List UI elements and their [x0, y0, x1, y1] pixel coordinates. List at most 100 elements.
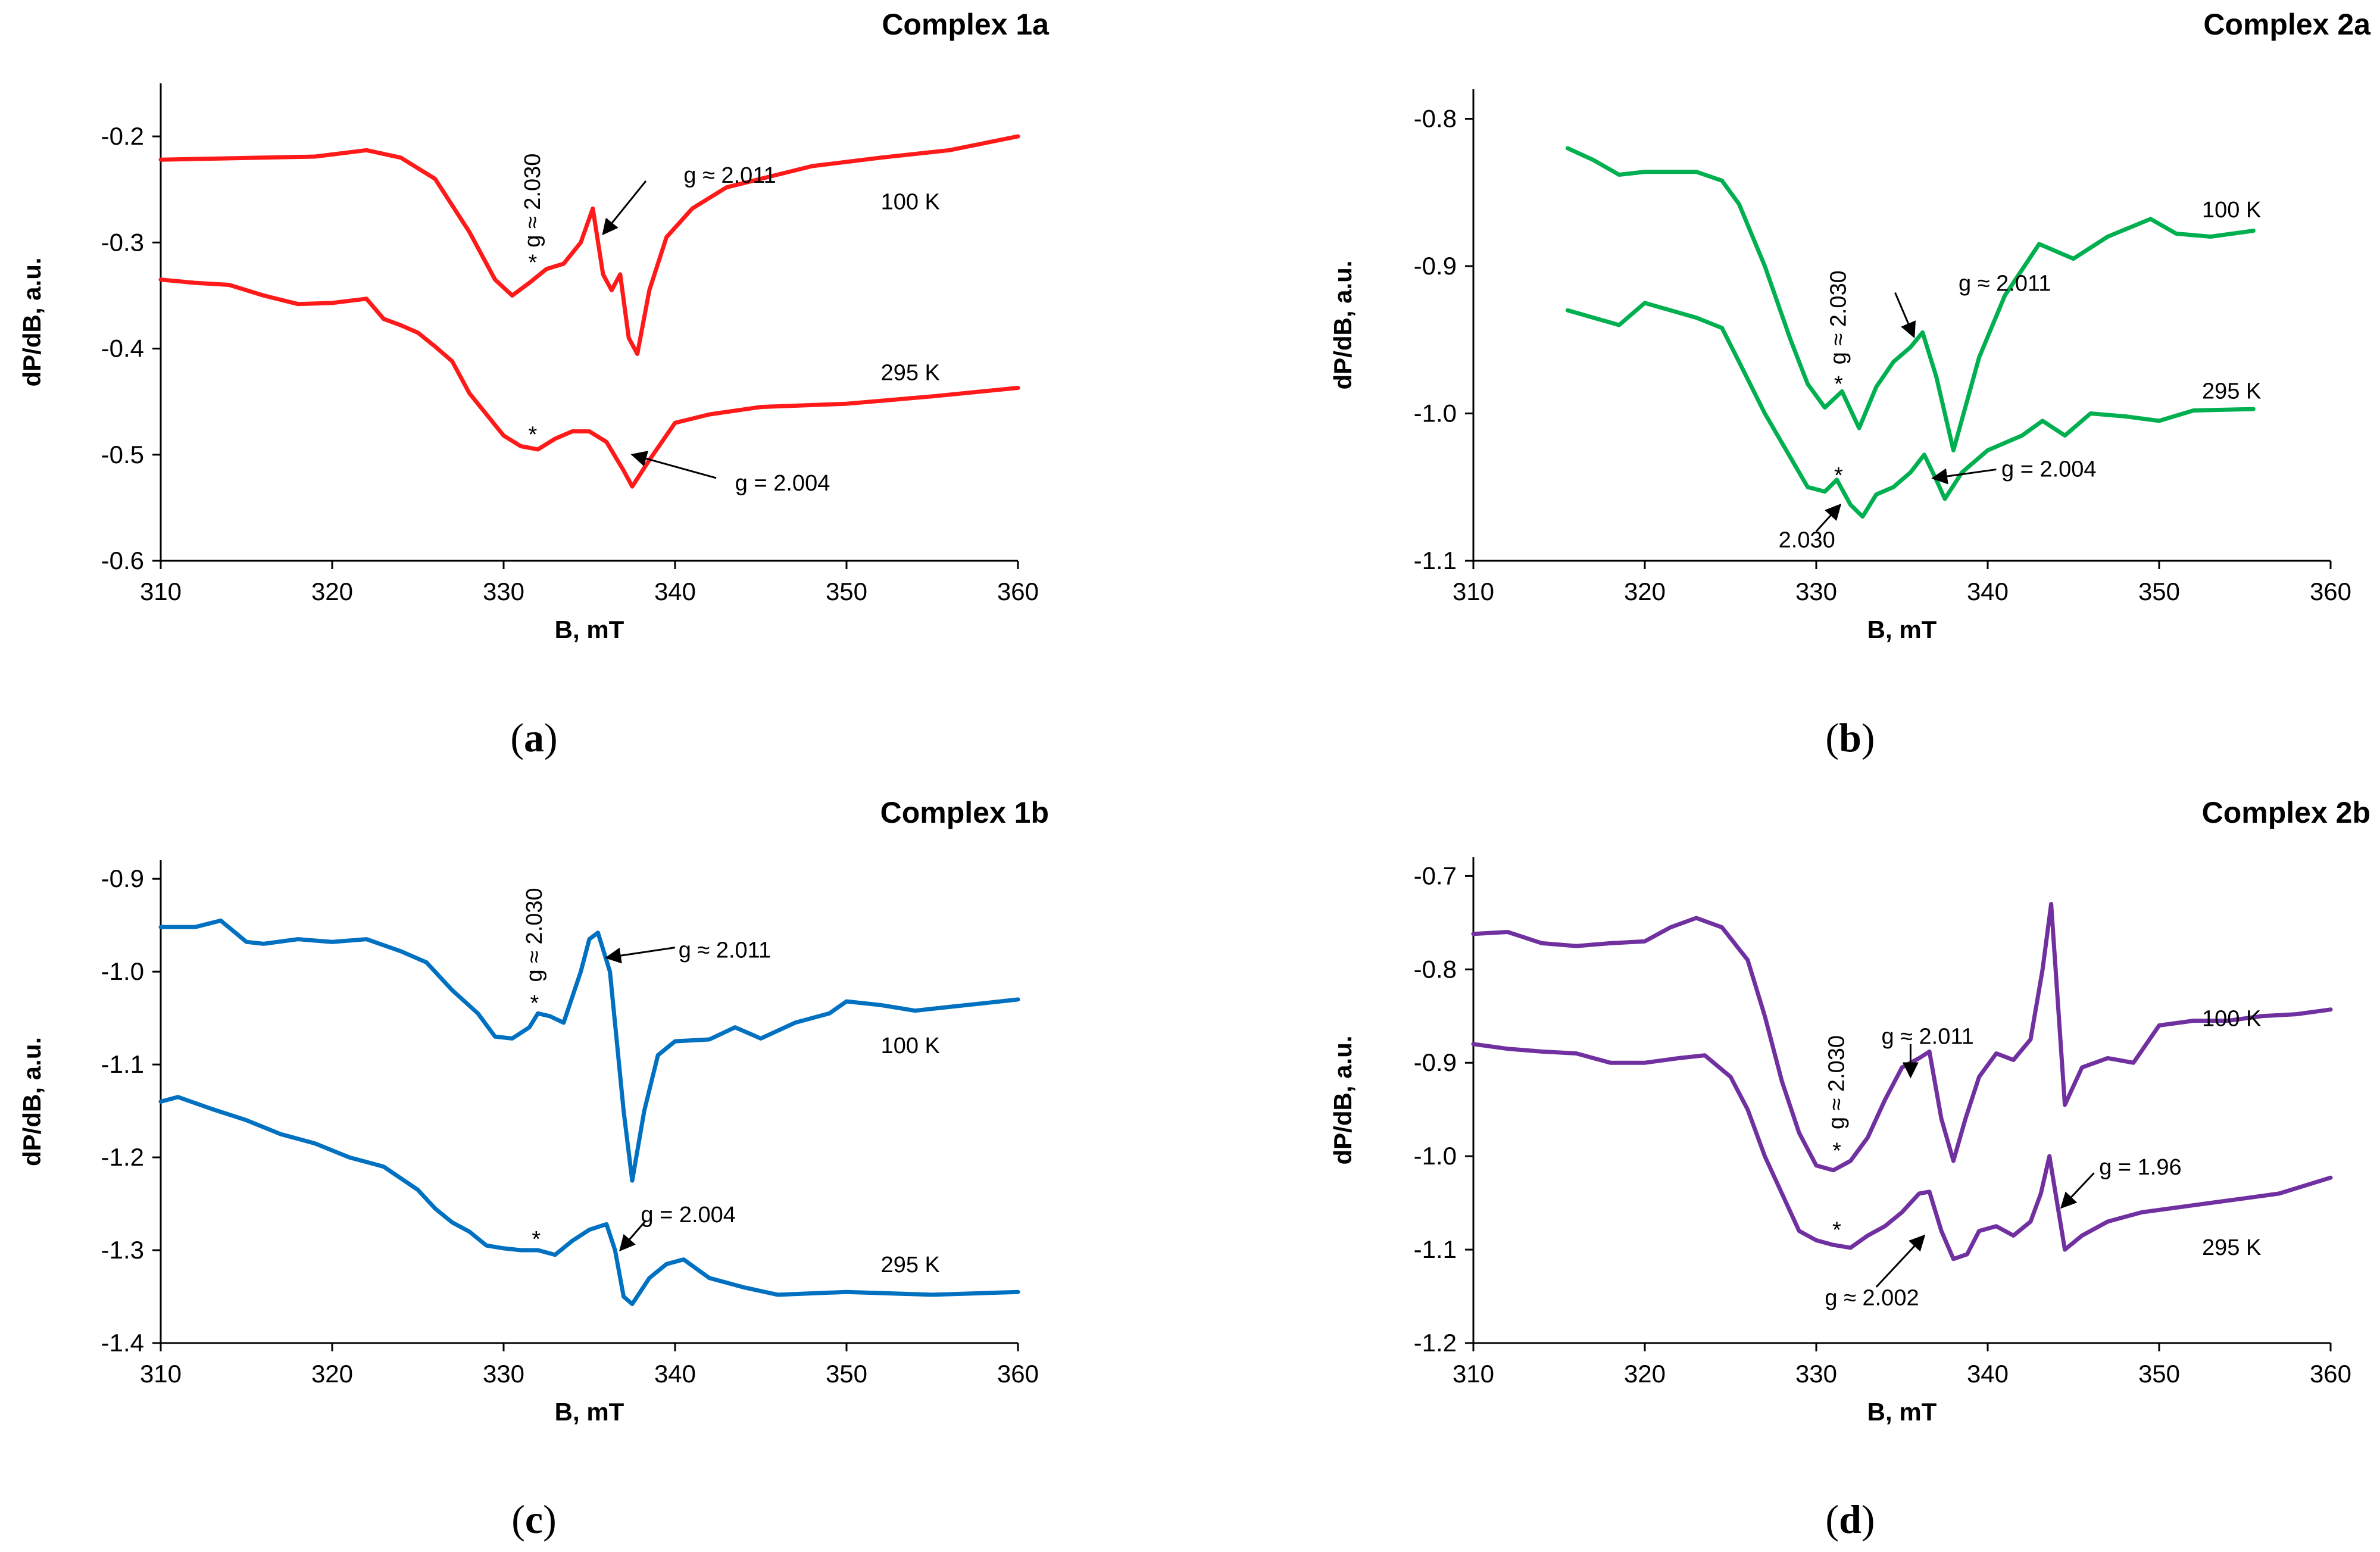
x-tick-label: 340: [1967, 1360, 2009, 1388]
x-tick-label: 360: [997, 577, 1039, 605]
series-line-100k: [1565, 146, 2256, 452]
annotation-label: 2.030: [1779, 527, 1835, 552]
subfigure-caption: (b): [1825, 715, 1875, 760]
y-tick-label: -0.4: [101, 335, 144, 363]
y-tick-label: -1.4: [101, 1329, 144, 1357]
annotation-label: 295 K: [881, 1253, 940, 1278]
y-tick-label: -0.7: [1414, 861, 1457, 889]
series-line-295k: [158, 277, 1020, 489]
annotation-arrow: [2060, 1172, 2095, 1209]
series-line-100k: [158, 134, 1020, 356]
annotation-label: 295 K: [881, 361, 940, 386]
annotation-label: g ≈ 2.011: [1881, 1024, 1973, 1049]
panel-b: Complex 2a -1.1 -1.0 -0.9 -0.8 310 320 330 340 35…: [1329, 8, 2371, 760]
x-tick-label: 330: [1795, 1360, 1837, 1388]
annotation-marker: *: [1834, 463, 1843, 488]
x-tick-label: 310: [1453, 577, 1494, 605]
y-tick-label: -1.0: [101, 957, 144, 985]
series-line-100k: [158, 918, 1020, 1183]
y-axis-title: dP/dB, a.u.: [1329, 260, 1357, 389]
series-line-295k: [158, 1095, 1020, 1306]
annotation-label: g ≈ 2.030: [520, 154, 545, 248]
x-tick-label: 350: [2138, 577, 2180, 605]
annotation-label: g ≈ 2.011: [1959, 271, 2051, 296]
annotation-label: 100 K: [2202, 198, 2261, 223]
x-axis-title: B, mT: [1867, 616, 1937, 644]
annotation-arrow: [630, 451, 717, 479]
x-tick-label: 310: [140, 1360, 182, 1388]
series-line-295k: [1471, 1042, 2333, 1261]
annotation-marker: *: [1834, 371, 1843, 396]
y-axis-title: dP/dB, a.u.: [18, 257, 46, 386]
annotation-label: 295 K: [2202, 1235, 2261, 1260]
annotation-label: 100 K: [2202, 1006, 2261, 1031]
y-tick-label: -0.6: [101, 547, 144, 574]
x-axis-title: B, mT: [1867, 1398, 1937, 1426]
subfigure-caption: (d): [1825, 1497, 1875, 1542]
x-tick-label: 320: [1624, 1360, 1666, 1388]
x-tick-label: 340: [1967, 577, 2009, 605]
x-tick-label: 340: [654, 1360, 696, 1388]
x-tick-label: 330: [1795, 577, 1837, 605]
annotation-label: g ≈ 2.011: [679, 938, 771, 963]
panel-a: Complex 1a -0.6 -0.5 -0.4 -0.3 -0.2 310 320 330 3…: [18, 8, 1050, 760]
annotation-marker: *: [1832, 1138, 1841, 1163]
y-axis-title: dP/dB, a.u.: [1329, 1035, 1357, 1164]
panel-c: Complex 1b -1.4 -1.3 -1.2 -1.1 -1.0 -0.9 310 320…: [18, 796, 1049, 1542]
annotation-label: g ≈ 2.030: [1825, 1035, 1850, 1129]
x-tick-label: 360: [2310, 577, 2351, 605]
series-line-295k: [1565, 301, 2256, 519]
x-tick-label: 310: [1453, 1360, 1494, 1388]
annotation-marker: *: [530, 991, 539, 1016]
x-tick-label: 360: [997, 1360, 1039, 1388]
annotation-label: g ≈ 2.011: [683, 163, 776, 188]
annotation-label: g ≈ 2.002: [1825, 1286, 1919, 1311]
annotation-label: 100 K: [881, 190, 940, 215]
y-tick-label: -1.1: [1414, 547, 1457, 574]
annotation-label: 295 K: [2202, 379, 2261, 404]
panel-title: Complex 2a: [2203, 8, 2371, 41]
panel-title: Complex 1a: [882, 8, 1050, 41]
y-tick-label: -0.8: [1414, 105, 1457, 133]
annotation-label: g = 2.004: [735, 471, 830, 496]
y-tick-label: -1.2: [1414, 1329, 1457, 1357]
y-tick-label: -0.9: [1414, 1048, 1457, 1076]
annotation-arrow: [605, 947, 676, 964]
panel-title: Complex 2b: [2202, 796, 2370, 829]
annotation-label: g = 1.96: [2099, 1155, 2181, 1180]
annotation-arrow: [1815, 503, 1842, 532]
y-tick-label: -1.0: [1414, 399, 1457, 427]
annotation-marker: *: [532, 1227, 541, 1252]
annotation-arrow: [1894, 292, 1916, 339]
annotation-marker: *: [529, 251, 538, 276]
y-tick-label: -1.1: [1414, 1235, 1457, 1263]
x-tick-label: 330: [483, 1360, 524, 1388]
y-tick-label: -0.9: [1414, 252, 1457, 280]
x-tick-label: 320: [311, 1360, 353, 1388]
y-tick-label: -0.9: [101, 864, 144, 892]
y-tick-label: -1.3: [101, 1236, 144, 1264]
y-tick-label: -0.5: [101, 441, 144, 469]
x-tick-label: 320: [311, 577, 353, 605]
annotation-label: g ≈ 2.030: [1826, 270, 1851, 364]
panel-title: Complex 1b: [880, 796, 1049, 829]
x-tick-label: 350: [2138, 1360, 2180, 1388]
y-axis-title: dP/dB, a.u.: [18, 1037, 46, 1166]
annotation-arrow: [1931, 468, 1997, 485]
x-tick-label: 330: [483, 577, 524, 605]
y-tick-label: -1.0: [1414, 1142, 1457, 1170]
x-axis-title: B, mT: [555, 616, 624, 644]
x-tick-label: 340: [654, 577, 696, 605]
series-line-100k: [1471, 902, 2333, 1173]
x-axis-title: B, mT: [555, 1398, 624, 1426]
subfigure-caption: (c): [511, 1497, 557, 1542]
annotation-marker: *: [529, 422, 538, 447]
x-tick-label: 310: [140, 577, 182, 605]
y-tick-label: -0.3: [101, 228, 144, 256]
x-tick-label: 360: [2310, 1360, 2351, 1388]
annotation-arrow: [619, 1220, 647, 1252]
annotation-label: 100 K: [881, 1033, 940, 1058]
y-tick-label: -1.1: [101, 1050, 144, 1078]
y-tick-label: -0.8: [1414, 955, 1457, 983]
